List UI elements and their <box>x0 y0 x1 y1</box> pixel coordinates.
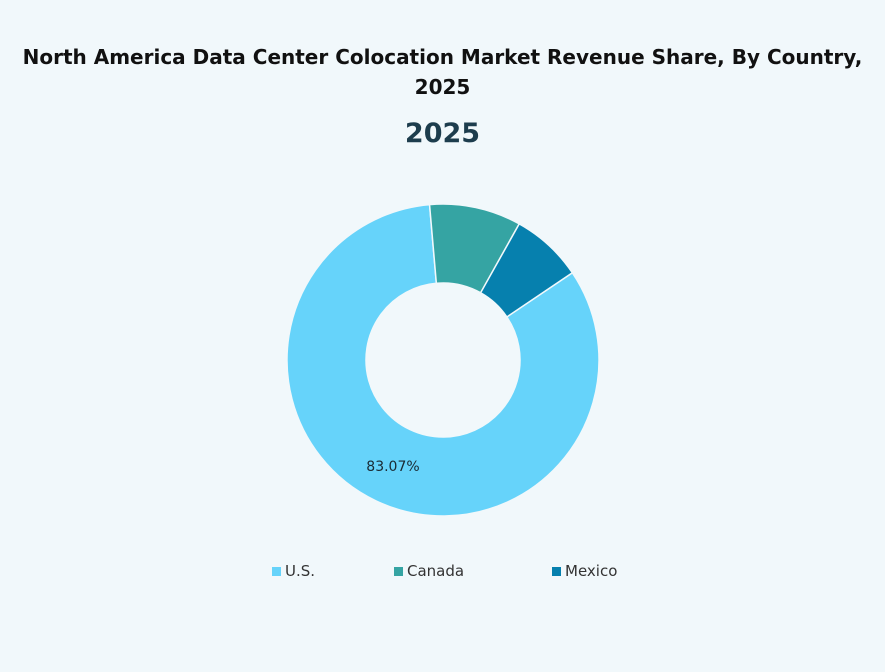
slice-mexico <box>479 222 574 318</box>
legend-item-us: U.S. <box>272 562 315 580</box>
chart-title: North America Data Center Colocation Mar… <box>22 45 863 99</box>
data-label-us: 83.07% <box>366 459 419 475</box>
legend-item-canada: Canada <box>394 562 464 580</box>
legend-label-us: U.S. <box>285 562 316 580</box>
slice-us <box>286 203 600 517</box>
legend-label-mexico: Mexico <box>565 562 618 580</box>
legend-swatch-canada <box>394 566 403 576</box>
legend-swatch-us <box>272 566 281 576</box>
legend-swatch-mexico <box>552 566 561 576</box>
legend-label-canada: Canada <box>407 562 465 580</box>
chart-subtitle: 2025 <box>404 118 481 149</box>
legend-item-mexico: Mexico <box>552 562 617 580</box>
